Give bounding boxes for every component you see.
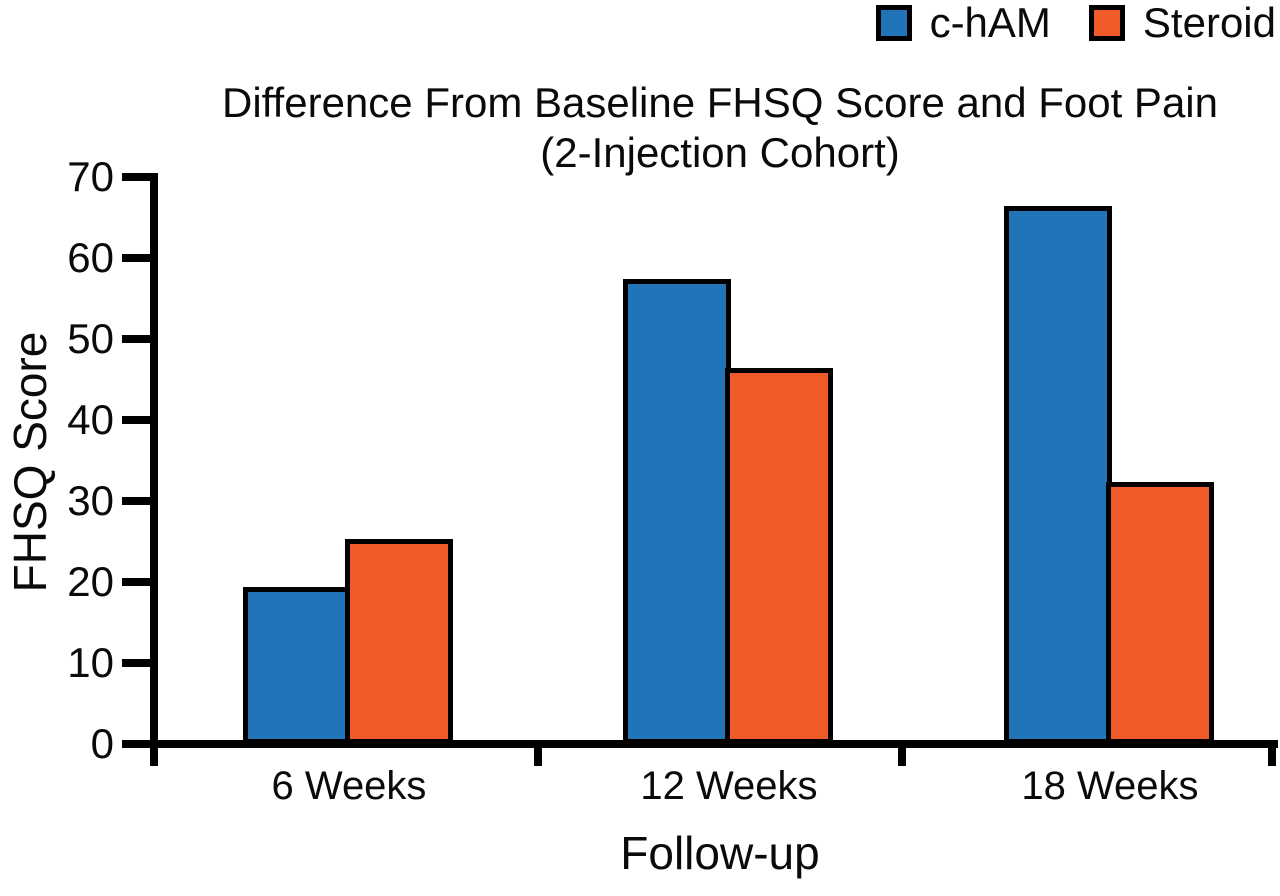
x-category-label: 6 Weeks	[271, 764, 427, 808]
legend: c-hAM Steroid	[875, 0, 1276, 46]
y-tick	[122, 659, 150, 667]
chart-title-line1: Difference From Baseline FHSQ Score and …	[221, 79, 1218, 126]
bar-steroid-6-weeks	[345, 539, 453, 744]
y-axis-label: FHSQ Score	[4, 331, 56, 593]
x-axis-spine	[122, 740, 1278, 748]
x-category-label: 18 Weeks	[1021, 764, 1199, 808]
legend-item-steroid: Steroid	[1088, 0, 1276, 46]
chart-title-line2: (2-Injection Cohort)	[540, 129, 900, 176]
y-tick	[122, 497, 150, 505]
chart-title: Difference From Baseline FHSQ Score and …	[160, 78, 1280, 178]
legend-item-c-ham: c-hAM	[875, 0, 1051, 46]
bar-c-ham-12-weeks	[623, 279, 731, 744]
y-axis-spine	[150, 173, 158, 766]
y-tick	[122, 740, 150, 748]
y-tick-label: 30	[67, 477, 114, 524]
x-category-label: 12 Weeks	[640, 764, 818, 808]
y-tick	[122, 578, 150, 586]
x-tick	[1268, 740, 1276, 766]
x-tick	[898, 740, 906, 766]
y-tick-label: 60	[67, 234, 114, 281]
bar-steroid-12-weeks	[725, 368, 833, 744]
x-axis-label: Follow-up	[620, 827, 820, 879]
y-tick-label: 50	[67, 315, 114, 362]
y-tick-label: 70	[67, 153, 114, 200]
blue-square-swatch	[875, 5, 912, 41]
y-tick-label: 40	[67, 396, 114, 443]
bar-c-ham-6-weeks	[243, 587, 351, 744]
legend-label: c-hAM	[929, 0, 1051, 46]
x-tick	[534, 740, 542, 766]
orange-square-swatch	[1088, 5, 1125, 41]
y-tick	[122, 254, 150, 262]
y-tick-label: 20	[67, 558, 114, 605]
y-tick	[122, 173, 150, 181]
y-tick-label: 10	[67, 639, 114, 686]
bar-steroid-18-weeks	[1106, 482, 1214, 744]
legend-label: Steroid	[1142, 0, 1276, 46]
bar-c-ham-18-weeks	[1004, 206, 1112, 744]
y-tick	[122, 335, 150, 343]
y-tick-label: 0	[90, 720, 114, 767]
y-tick	[122, 416, 150, 424]
